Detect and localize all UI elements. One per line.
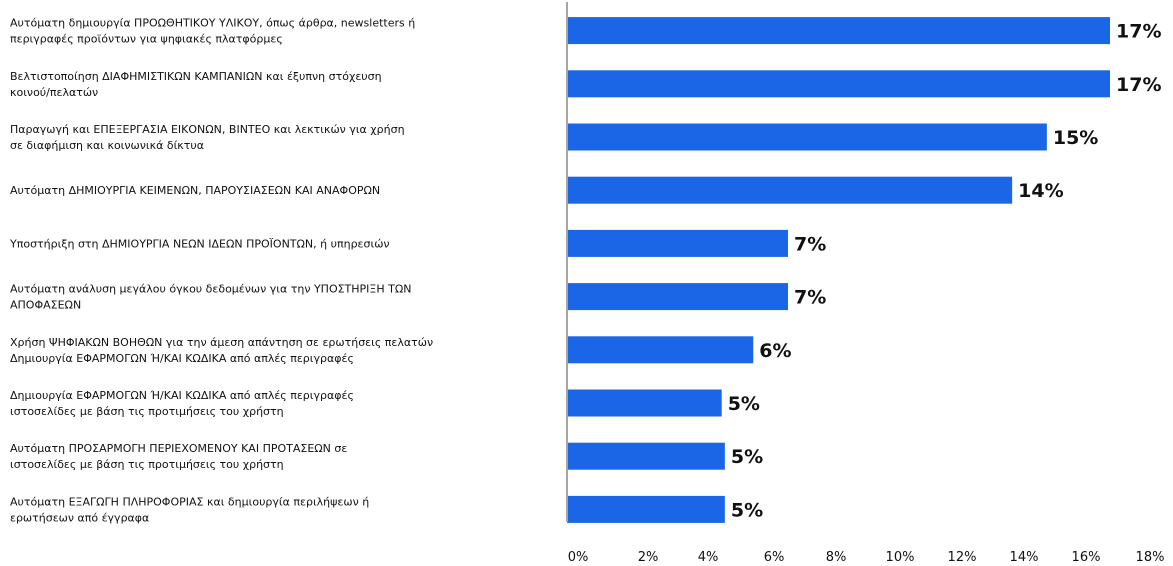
- bar: [567, 70, 1110, 98]
- bar: [567, 336, 754, 364]
- x-tick-label: 14%: [1010, 550, 1039, 565]
- x-tick-label: 10%: [886, 550, 915, 565]
- category-label-line: ερωτήσεων από έγγραφα: [10, 511, 149, 524]
- bars: [567, 17, 1110, 523]
- value-label: 5%: [731, 499, 763, 521]
- category-label: Παραγωγή και ΕΠΕΞΕΡΓΑΣΙΑ ΕΙΚΟΝΩΝ, ΒΙΝΤΕΟ…: [10, 123, 405, 152]
- value-label: 5%: [731, 446, 763, 468]
- category-label-line: Αυτόματη ΔΗΜΙΟΥΡΓΙΑ ΚΕΙΜΕΝΩΝ, ΠΑΡΟΥΣΙΑΣΕ…: [10, 184, 380, 197]
- x-tick-label: 4%: [698, 550, 719, 565]
- category-label-line: Δημιουργία ΕΦΑΡΜΟΓΩΝ Ή/ΚΑΙ ΚΩΔΙΚΑ από απ…: [10, 352, 354, 365]
- value-label: 7%: [794, 287, 826, 309]
- x-tick-label: 16%: [1072, 550, 1101, 565]
- category-label-line: σε διαφήμιση και κοινωνικά δίκτυα: [10, 139, 204, 152]
- category-label: Αυτόματη ΠΡΟΣΑΡΜΟΓΗ ΠΕΡΙΕΧΟΜΕΝΟΥ ΚΑΙ ΠΡΟ…: [10, 442, 347, 471]
- category-label-line: ιστοσελίδες με βάση τις προτιμήσεις του …: [10, 458, 284, 471]
- bar: [567, 123, 1047, 151]
- x-tick-label: 6%: [764, 550, 785, 565]
- category-label-line: Δημιουργία ΕΦΑΡΜΟΓΩΝ Ή/ΚΑΙ ΚΩΔΙΚΑ από απ…: [10, 389, 354, 402]
- category-label-line: ιστοσελίδες με βάση τις προτιμήσεις του …: [10, 405, 284, 418]
- x-tick-label: 18%: [1136, 550, 1165, 565]
- x-tick-label: 2%: [638, 550, 659, 565]
- category-label-line: Υποστήριξη στη ΔΗΜΙΟΥΡΓΙΑ ΝΕΩΝ ΙΔΕΩΝ ΠΡΟ…: [9, 237, 390, 250]
- x-tick-label: 8%: [826, 550, 847, 565]
- category-label-line: περιγραφές προϊόντων για ψηφιακές πλατφό…: [10, 33, 283, 46]
- category-label-line: Βελτιστοποίηση ΔΙΑΦΗΜΙΣΤΙΚΩΝ ΚΑΜΠΑΝΙΩΝ κ…: [10, 70, 382, 83]
- category-label-line: Αυτόματη ανάλυση μεγάλου όγκου δεδομένων…: [10, 283, 412, 296]
- category-label-line: Χρήση ΨΗΦΙΑΚΩΝ ΒΟΗΘΩΝ για την άμεση απάν…: [10, 336, 433, 349]
- bar: [567, 495, 725, 523]
- value-label: 6%: [759, 340, 791, 362]
- category-label: Αυτόματη ανάλυση μεγάλου όγκου δεδομένων…: [10, 283, 412, 312]
- category-label-line: Παραγωγή και ΕΠΕΞΕΡΓΑΣΙΑ ΕΙΚΟΝΩΝ, ΒΙΝΤΕΟ…: [10, 123, 405, 136]
- category-label-line: Αυτόματη ΕΞΑΓΩΓΗ ΠΛΗΡΟΦΟΡΙΑΣ και δημιουρ…: [10, 495, 369, 508]
- value-label: 17%: [1116, 21, 1161, 43]
- value-labels: 17% 17% 15% 14% 7% 7% 6% 5% 5% 5%: [728, 21, 1162, 522]
- category-label-line: Αυτόματη ΠΡΟΣΑΡΜΟΓΗ ΠΕΡΙΕΧΟΜΕΝΟΥ ΚΑΙ ΠΡΟ…: [10, 442, 347, 455]
- bar: [567, 283, 788, 311]
- category-label: Υποστήριξη στη ΔΗΜΙΟΥΡΓΙΑ ΝΕΩΝ ΙΔΕΩΝ ΠΡΟ…: [9, 237, 390, 250]
- bar: [567, 442, 725, 470]
- category-label: Βελτιστοποίηση ΔΙΑΦΗΜΙΣΤΙΚΩΝ ΚΑΜΠΑΝΙΩΝ κ…: [10, 70, 382, 99]
- category-label: Αυτόματη ΕΞΑΓΩΓΗ ΠΛΗΡΟΦΟΡΙΑΣ και δημιουρ…: [10, 495, 369, 524]
- value-label: 17%: [1116, 74, 1161, 96]
- value-label: 5%: [728, 393, 760, 415]
- bar: [567, 176, 1013, 204]
- category-label: Χρήση ΨΗΦΙΑΚΩΝ ΒΟΗΘΩΝ για την άμεση απάν…: [10, 336, 433, 365]
- bar: [567, 389, 722, 417]
- category-label: Αυτόματη δημιουργία ΠΡΟΩΘΗΤΙΚΟΥ ΥΛΙΚΟΥ, …: [10, 17, 415, 46]
- category-label: Δημιουργία ΕΦΑΡΜΟΓΩΝ Ή/ΚΑΙ ΚΩΔΙΚΑ από απ…: [10, 389, 354, 418]
- x-tick-label: 12%: [948, 550, 977, 565]
- bar: [567, 17, 1110, 45]
- value-label: 15%: [1053, 127, 1098, 149]
- category-labels: Αυτόματη δημιουργία ΠΡΟΩΘΗΤΙΚΟΥ ΥΛΙΚΟΥ, …: [9, 17, 433, 525]
- bar: [567, 229, 788, 257]
- value-label: 7%: [794, 233, 826, 255]
- category-label-line: κοινού/πελατών: [10, 86, 98, 99]
- category-label-line: Αυτόματη δημιουργία ΠΡΟΩΘΗΤΙΚΟΥ ΥΛΙΚΟΥ, …: [10, 17, 415, 30]
- category-label-line: ΑΠΟΦΑΣΕΩΝ: [10, 299, 81, 312]
- x-axis-ticks: 0% 2% 4% 6% 8% 10% 12% 14% 16% 18%: [568, 550, 1165, 565]
- category-label: Αυτόματη ΔΗΜΙΟΥΡΓΙΑ ΚΕΙΜΕΝΩΝ, ΠΑΡΟΥΣΙΑΣΕ…: [10, 184, 380, 197]
- x-tick-label: 0%: [568, 550, 589, 565]
- value-label: 14%: [1018, 180, 1063, 202]
